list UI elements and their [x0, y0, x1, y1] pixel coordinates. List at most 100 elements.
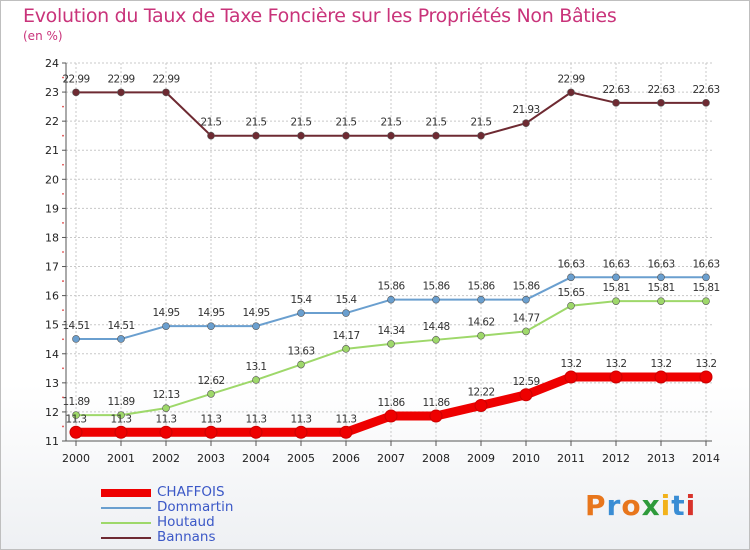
data-label-bannans: 21.5 — [246, 117, 267, 129]
legend-item-dommartin: Dommartin — [101, 500, 233, 515]
data-label-bannans: 21.93 — [512, 104, 539, 116]
data-label-chaffois: 11.3 — [201, 413, 222, 425]
data-label-houtaud: 13.63 — [287, 346, 314, 358]
legend-swatch — [101, 536, 151, 539]
x-tick-label: 2000 — [62, 452, 90, 465]
data-point-chaffois — [564, 370, 578, 384]
y-tick-label: 17 — [45, 261, 59, 274]
data-point-dommartin — [117, 335, 125, 343]
y-minor-tick — [62, 192, 64, 195]
y-minor-tick — [62, 396, 64, 399]
data-point-chaffois — [654, 370, 668, 384]
data-label-houtaud: 14.17 — [332, 330, 359, 342]
data-label-bannans: 22.63 — [647, 84, 674, 96]
data-label-bannans: 22.99 — [107, 73, 134, 85]
data-point-houtaud — [522, 327, 530, 336]
legend-swatch — [101, 506, 151, 509]
legend-label: Dommartin — [157, 499, 234, 515]
data-label-dommartin: 15.86 — [467, 281, 495, 293]
data-point-houtaud — [432, 336, 440, 344]
legend-label: CHAFFOIS — [157, 484, 225, 500]
series-layer — [69, 88, 713, 439]
x-tick-label: 2014 — [692, 452, 720, 465]
data-labels: 11.3 11.3 11.3 11.3 11.3 11.3 11.3 11.86 11.86 12… — [62, 73, 720, 425]
data-label-dommartin: 16.63 — [557, 258, 584, 270]
data-point-chaffois — [519, 388, 533, 402]
data-point-bannans — [657, 99, 665, 107]
y-tick-label: 22 — [45, 115, 59, 128]
data-point-chaffois — [609, 370, 623, 384]
data-point-chaffois — [339, 425, 353, 439]
data-point-houtaud — [567, 301, 575, 310]
data-point-bannans — [567, 88, 575, 97]
data-point-dommartin — [252, 322, 260, 330]
y-tick-label: 13 — [45, 377, 59, 390]
data-point-chaffois — [294, 425, 308, 439]
legend-swatch — [101, 521, 151, 524]
data-label-bannans: 22.99 — [557, 73, 584, 85]
y-minor-tick — [62, 425, 64, 428]
data-point-bannans — [72, 88, 80, 97]
data-point-bannans — [252, 131, 260, 140]
data-label-bannans: 22.99 — [62, 73, 89, 85]
y-tick-label: 23 — [45, 86, 59, 99]
legend: CHAFFOIS Dommartin Houtaud Bannans — [101, 485, 233, 545]
data-point-chaffois — [429, 409, 443, 423]
data-point-dommartin — [657, 273, 665, 282]
logo-letter: i — [660, 489, 672, 522]
data-label-dommartin: 16.63 — [692, 258, 719, 270]
data-label-chaffois: 11.86 — [377, 397, 405, 409]
logo-letter: P — [585, 489, 607, 522]
data-label-dommartin: 14.51 — [62, 320, 89, 332]
legend-label: Bannans — [157, 529, 216, 545]
data-label-bannans: 21.5 — [381, 117, 402, 129]
data-point-chaffois — [384, 409, 398, 423]
x-tick-label: 2003 — [197, 452, 225, 465]
data-label-houtaud: 11.89 — [107, 396, 134, 408]
data-label-bannans: 21.5 — [426, 117, 447, 129]
data-point-chaffois — [114, 425, 128, 439]
x-tick-label: 2004 — [242, 452, 270, 465]
data-label-dommartin: 14.95 — [197, 307, 224, 319]
grid — [66, 62, 712, 442]
data-label-chaffois: 11.3 — [111, 413, 132, 425]
data-label-dommartin: 15.86 — [422, 281, 450, 293]
y-minor-tick — [62, 280, 64, 282]
data-label-chaffois: 11.3 — [336, 413, 357, 425]
x-tick-label: 2006 — [332, 452, 360, 465]
data-label-chaffois: 11.3 — [291, 413, 312, 425]
data-point-houtaud — [477, 331, 485, 340]
y-minor-tick — [62, 134, 64, 137]
y-tick-label: 15 — [45, 319, 59, 332]
series-line-bannans — [75, 91, 707, 137]
logo-letter: x — [641, 489, 661, 522]
data-point-dommartin — [432, 295, 440, 304]
data-label-dommartin: 15.4 — [336, 294, 358, 306]
data-label-houtaud: 15.81 — [602, 282, 629, 294]
y-tick-label: 20 — [45, 173, 59, 186]
data-label-houtaud: 14.34 — [377, 325, 405, 337]
data-label-chaffois: 12.22 — [467, 387, 494, 399]
y-minor-tick — [62, 251, 64, 253]
logo-letter: i — [685, 489, 697, 522]
data-label-bannans: 22.63 — [602, 84, 629, 96]
y-minor-tick — [62, 163, 64, 166]
data-label-bannans: 21.5 — [291, 117, 312, 129]
data-point-bannans — [297, 131, 305, 140]
legend-label: Houtaud — [157, 514, 215, 530]
y-minor-tick — [62, 76, 64, 79]
data-label-houtaud: 15.65 — [557, 287, 584, 299]
data-label-bannans: 21.5 — [336, 117, 357, 129]
data-point-bannans — [522, 119, 530, 127]
proxiti-logo: Proxiti — [585, 489, 696, 522]
data-label-houtaud: 11.89 — [62, 396, 89, 408]
data-point-bannans — [162, 88, 170, 97]
x-tick-label: 2010 — [512, 452, 540, 465]
data-point-bannans — [702, 99, 710, 107]
data-label-chaffois: 13.2 — [696, 358, 717, 370]
data-point-bannans — [387, 131, 395, 140]
y-tick-label: 12 — [45, 406, 59, 419]
legend-item-chaffois: CHAFFOIS — [101, 485, 233, 500]
x-tick-label: 2009 — [467, 452, 495, 465]
